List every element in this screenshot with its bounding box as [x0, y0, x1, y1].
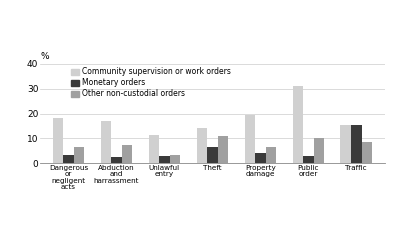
Bar — [148, 135, 159, 163]
Bar — [351, 125, 362, 163]
Bar — [207, 147, 218, 163]
Bar — [266, 147, 276, 163]
Bar — [293, 86, 303, 163]
Bar — [53, 118, 63, 163]
Bar — [197, 128, 207, 163]
Bar — [314, 138, 324, 163]
Bar — [100, 121, 111, 163]
Text: %: % — [40, 52, 49, 61]
Bar — [122, 145, 132, 163]
Bar — [218, 136, 228, 163]
Bar — [362, 142, 372, 163]
Bar — [341, 125, 351, 163]
Bar — [63, 155, 74, 163]
Bar — [245, 115, 255, 163]
Bar — [111, 157, 122, 163]
Bar — [170, 155, 180, 163]
Bar — [303, 156, 314, 163]
Bar — [255, 153, 266, 163]
Legend: Community supervision or work orders, Monetary orders, Other non-custodial order: Community supervision or work orders, Mo… — [71, 67, 231, 98]
Bar — [159, 156, 170, 163]
Bar — [74, 147, 84, 163]
